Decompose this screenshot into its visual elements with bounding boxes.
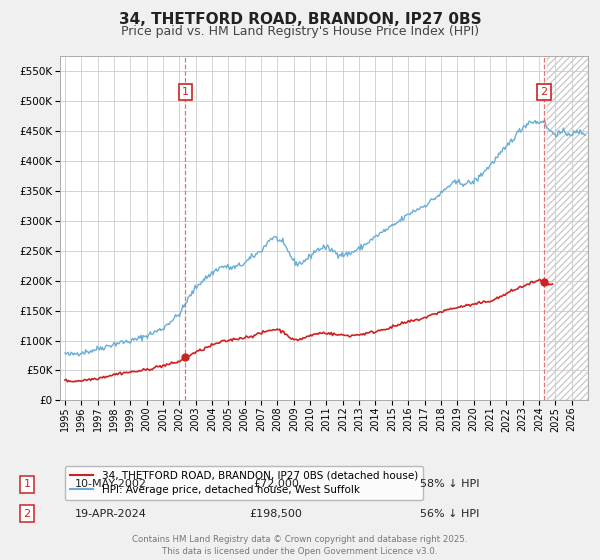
Text: 1: 1: [23, 479, 31, 489]
Text: £198,500: £198,500: [250, 508, 302, 519]
Text: Price paid vs. HM Land Registry's House Price Index (HPI): Price paid vs. HM Land Registry's House …: [121, 25, 479, 38]
Text: 19-APR-2024: 19-APR-2024: [75, 508, 147, 519]
Text: 2: 2: [541, 87, 547, 97]
Text: 1: 1: [182, 87, 189, 97]
Text: 34, THETFORD ROAD, BRANDON, IP27 0BS: 34, THETFORD ROAD, BRANDON, IP27 0BS: [119, 12, 481, 27]
Text: £72,000: £72,000: [253, 479, 299, 489]
Text: 2: 2: [23, 508, 31, 519]
Text: Contains HM Land Registry data © Crown copyright and database right 2025.
This d: Contains HM Land Registry data © Crown c…: [132, 535, 468, 556]
Text: 10-MAY-2002: 10-MAY-2002: [75, 479, 147, 489]
Text: 56% ↓ HPI: 56% ↓ HPI: [420, 508, 479, 519]
Text: 58% ↓ HPI: 58% ↓ HPI: [420, 479, 479, 489]
Legend: 34, THETFORD ROAD, BRANDON, IP27 0BS (detached house), HPI: Average price, detac: 34, THETFORD ROAD, BRANDON, IP27 0BS (de…: [65, 466, 423, 500]
